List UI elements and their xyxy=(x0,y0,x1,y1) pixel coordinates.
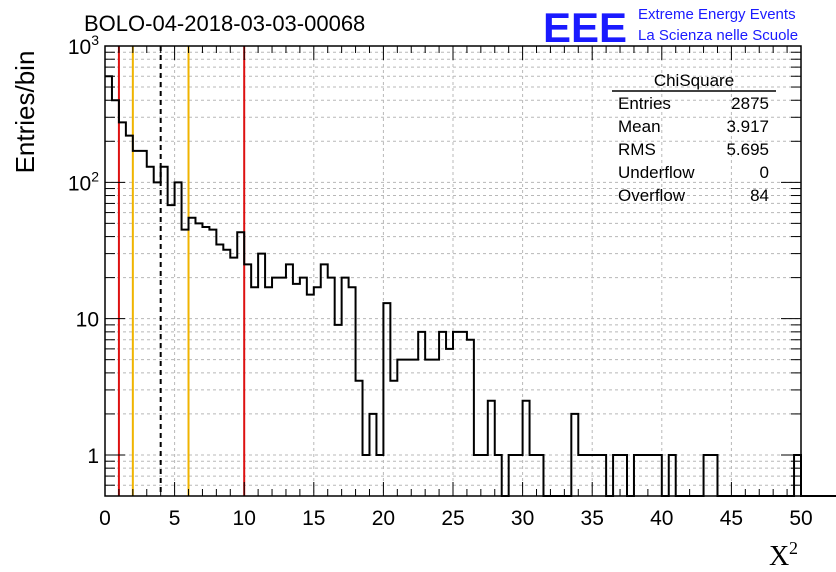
x-axis-label-superscript: 2 xyxy=(789,538,798,558)
x-tick-label: 15 xyxy=(302,507,325,530)
stats-row-label: RMS xyxy=(618,140,656,159)
brand-line-2: La Scienza nelle Scuole xyxy=(638,27,798,44)
stats-row-label: Overflow xyxy=(618,186,686,205)
stats-rows: Entries 2875 Mean 3.917 RMS 5.695 Underflow 0 Ov… xyxy=(618,94,769,205)
stats-title: ChiSquare xyxy=(654,71,734,90)
histogram-series xyxy=(105,75,836,497)
stats-row-value: 5.695 xyxy=(726,140,769,159)
x-tick-label: 20 xyxy=(372,507,395,530)
y-axis-label: Entries/bin xyxy=(10,51,40,174)
chart-title: BOLO-04-2018-03-03-00068 xyxy=(84,11,365,36)
x-tick-label: 35 xyxy=(581,507,604,530)
x-tick-label: 5 xyxy=(169,507,181,530)
stats-box: ChiSquare Entries 2875 Mean 3.917 RMS 5.695 Un… xyxy=(612,71,776,205)
stats-row-label: Entries xyxy=(618,94,671,113)
x-axis-ticks: 0 5 10 15 20 25 30 35 40 45 50 xyxy=(99,46,813,530)
x-tick-label: 50 xyxy=(789,507,812,530)
x-axis-label-symbol: X xyxy=(769,541,789,572)
x-tick-label: 10 xyxy=(233,507,256,530)
stats-row-value: 2875 xyxy=(731,94,769,113)
stats-row-value: 3.917 xyxy=(726,117,769,136)
y-tick-label: 10 xyxy=(76,309,99,332)
y-tick-label: 103 xyxy=(68,32,99,59)
stats-row-value: 0 xyxy=(760,163,769,182)
stats-row-label: Mean xyxy=(618,117,661,136)
y-tick-label: 1 xyxy=(87,445,99,468)
x-tick-label: 40 xyxy=(650,507,673,530)
brand-line-1: Extreme Energy Events xyxy=(638,6,796,23)
stats-row-label: Underflow xyxy=(618,163,695,182)
x-tick-label: 45 xyxy=(720,507,743,530)
x-axis-label: X 2 xyxy=(769,538,798,572)
stats-row-value: 84 xyxy=(750,186,769,205)
eee-logo: EEE xyxy=(543,4,627,51)
y-tick-label: 102 xyxy=(68,168,99,195)
x-tick-label: 25 xyxy=(441,507,464,530)
x-tick-label: 30 xyxy=(511,507,534,530)
y-axis-ticks: 1 10 102 103 xyxy=(68,32,801,497)
x-tick-label: 0 xyxy=(99,507,111,530)
